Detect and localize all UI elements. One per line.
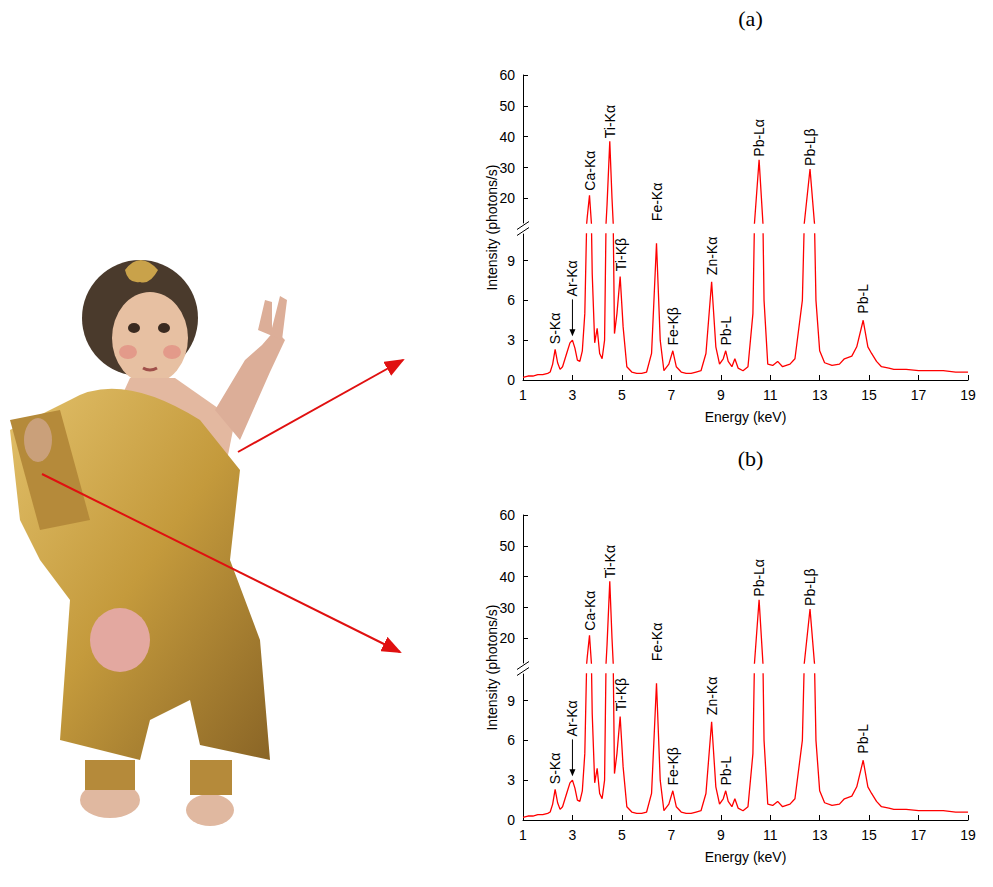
svg-text:Pb-L: Pb-L	[718, 316, 734, 346]
svg-text:(a): (a)	[738, 6, 762, 31]
svg-text:Ti-Kβ: Ti-Kβ	[613, 238, 629, 271]
svg-text:Fe-Kβ: Fe-Kβ	[665, 747, 681, 785]
svg-text:Ar-Kα: Ar-Kα	[564, 260, 580, 296]
svg-text:Energy (keV): Energy (keV)	[705, 409, 787, 425]
svg-text:5: 5	[618, 827, 626, 843]
svg-text:0: 0	[507, 372, 515, 388]
svg-text:11: 11	[763, 827, 778, 843]
svg-text:0: 0	[507, 812, 515, 828]
svg-text:30: 30	[499, 160, 515, 176]
svg-text:17: 17	[911, 387, 927, 403]
svg-text:Pb-Lβ: Pb-Lβ	[802, 128, 818, 166]
svg-text:(b): (b)	[738, 446, 764, 471]
svg-text:Ar-Kα: Ar-Kα	[564, 700, 580, 736]
svg-text:15: 15	[861, 387, 877, 403]
svg-text:20: 20	[499, 190, 515, 206]
svg-text:60: 60	[499, 507, 515, 523]
svg-text:Ti-Kβ: Ti-Kβ	[613, 678, 629, 711]
svg-text:6: 6	[507, 292, 515, 308]
svg-text:Pb-L: Pb-L	[855, 724, 871, 754]
svg-text:S-Kα: S-Kα	[547, 313, 563, 344]
svg-text:9: 9	[507, 253, 515, 269]
svg-text:Pb-Lα: Pb-Lα	[751, 559, 767, 597]
svg-text:Zn-Kα: Zn-Kα	[704, 237, 720, 275]
svg-text:6: 6	[507, 732, 515, 748]
svg-text:17: 17	[911, 827, 927, 843]
svg-text:50: 50	[499, 538, 515, 554]
svg-text:Intensity (photons/s): Intensity (photons/s)	[484, 164, 500, 290]
svg-text:Ca-Kα: Ca-Kα	[582, 591, 598, 631]
svg-text:Energy (keV): Energy (keV)	[705, 849, 787, 865]
svg-text:Pb-Lβ: Pb-Lβ	[802, 568, 818, 606]
svg-text:60: 60	[499, 67, 515, 83]
svg-text:Fe-Kβ: Fe-Kβ	[665, 307, 681, 345]
svg-text:3: 3	[507, 772, 515, 788]
svg-text:30: 30	[499, 600, 515, 616]
svg-text:19: 19	[960, 827, 976, 843]
svg-text:Pb-L: Pb-L	[718, 756, 734, 786]
svg-text:9: 9	[717, 387, 725, 403]
svg-text:15: 15	[861, 827, 877, 843]
svg-text:40: 40	[499, 129, 515, 145]
svg-text:5: 5	[618, 387, 626, 403]
svg-text:9: 9	[507, 693, 515, 709]
svg-text:13: 13	[812, 387, 828, 403]
svg-text:1: 1	[519, 387, 527, 403]
svg-text:9: 9	[717, 827, 725, 843]
svg-text:40: 40	[499, 569, 515, 585]
svg-text:Pb-Lα: Pb-Lα	[751, 119, 767, 157]
svg-text:50: 50	[499, 98, 515, 114]
svg-text:Ti-Kα: Ti-Kα	[602, 105, 618, 138]
svg-text:3: 3	[569, 827, 577, 843]
svg-text:Fe-Kα: Fe-Kα	[649, 183, 665, 221]
svg-text:3: 3	[569, 387, 577, 403]
svg-text:Ti-Kα: Ti-Kα	[602, 545, 618, 578]
svg-text:S-Kα: S-Kα	[547, 753, 563, 784]
svg-text:Ca-Kα: Ca-Kα	[582, 151, 598, 191]
svg-text:Fe-Kα: Fe-Kα	[649, 623, 665, 661]
svg-text:1: 1	[519, 827, 527, 843]
svg-text:7: 7	[667, 827, 675, 843]
svg-text:Intensity (photons/s): Intensity (photons/s)	[484, 604, 500, 730]
svg-text:11: 11	[763, 387, 778, 403]
svg-text:19: 19	[960, 387, 976, 403]
svg-text:7: 7	[667, 387, 675, 403]
svg-text:Pb-L: Pb-L	[855, 284, 871, 314]
svg-text:20: 20	[499, 630, 515, 646]
svg-text:Zn-Kα: Zn-Kα	[704, 677, 720, 715]
svg-text:13: 13	[812, 827, 828, 843]
svg-text:3: 3	[507, 332, 515, 348]
